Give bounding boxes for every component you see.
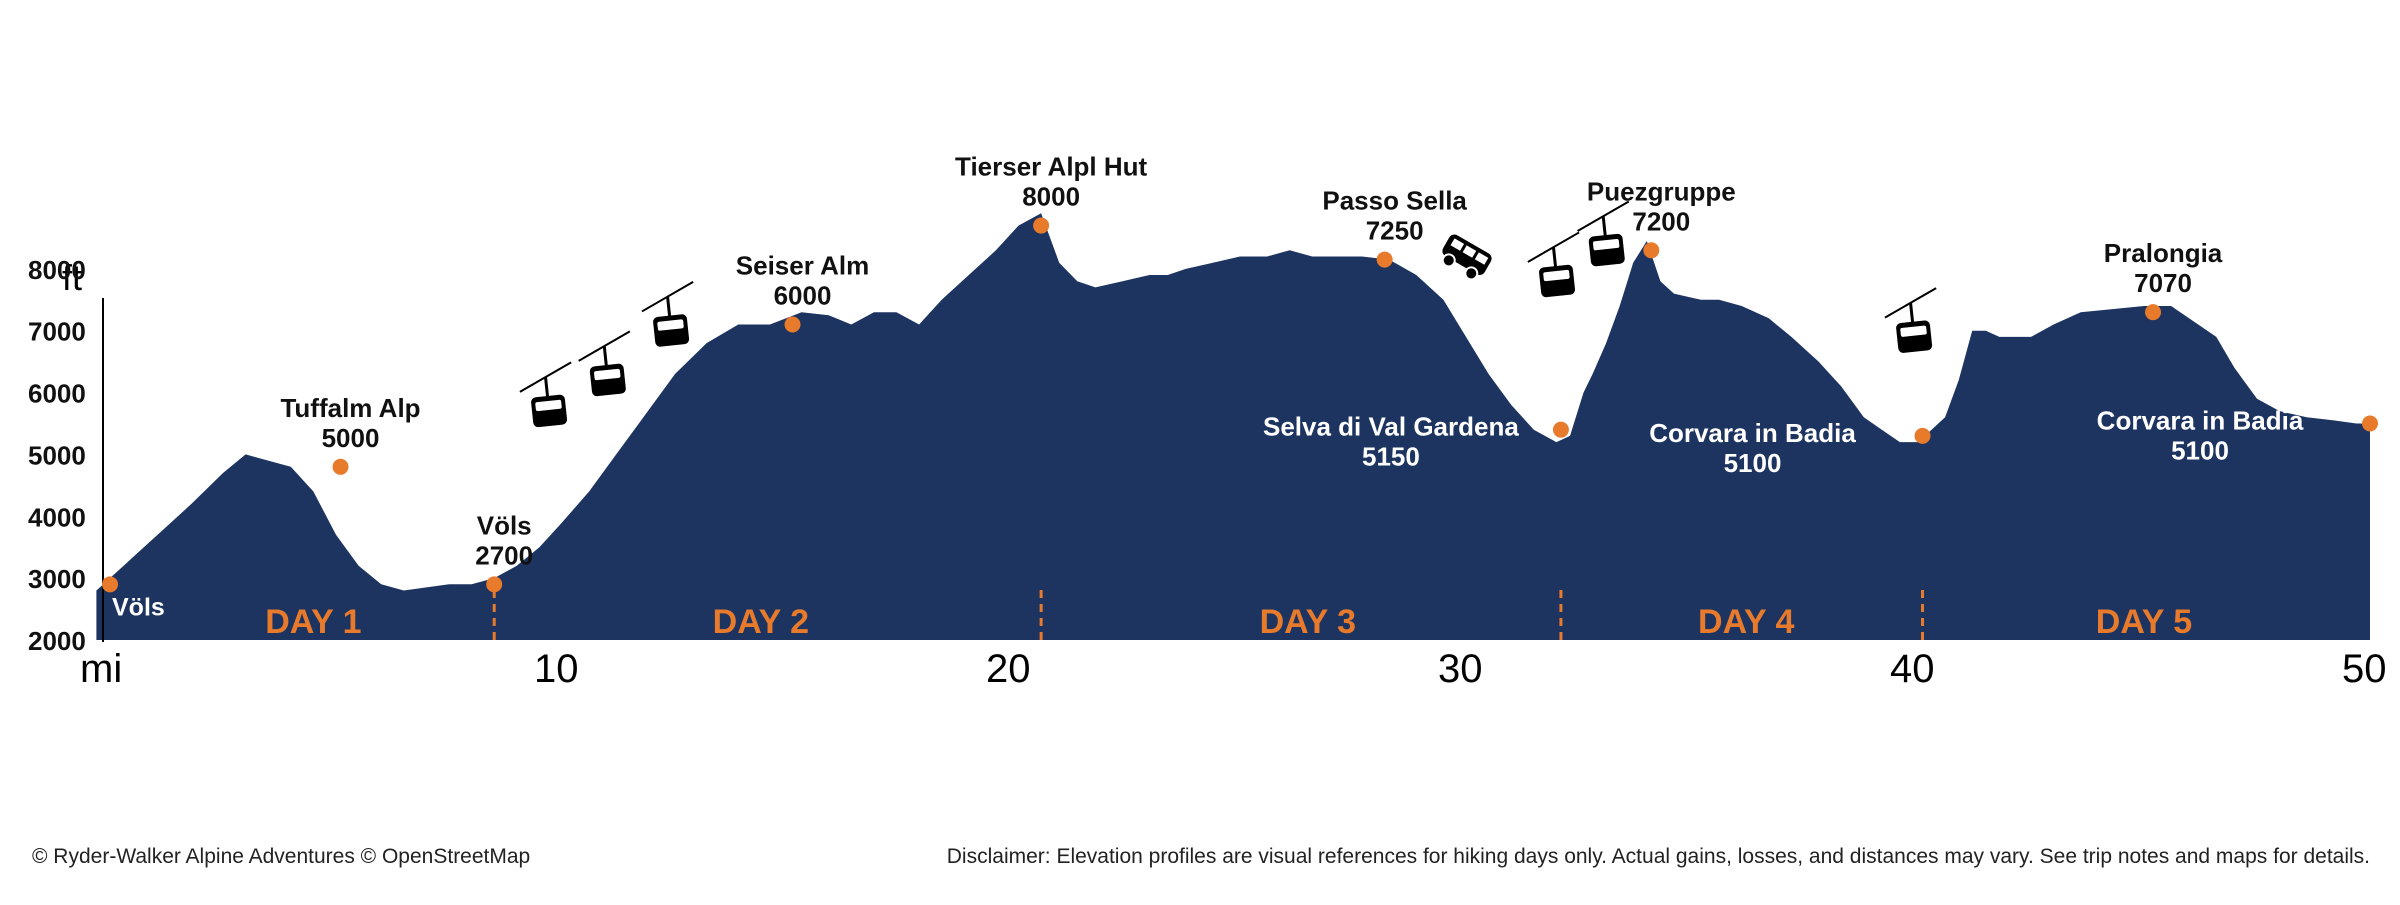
x-tick-label: 30: [1438, 647, 1483, 691]
x-tick-label: 20: [986, 647, 1031, 691]
waypoint-name: Corvara in Badia: [2097, 406, 2304, 436]
waypoint-marker: [486, 576, 503, 593]
day-label: DAY 3: [1260, 603, 1356, 641]
waypoint-name: Tierser Alpl Hut: [955, 152, 1147, 182]
waypoint-name: Passo Sella: [1322, 186, 1467, 216]
waypoint-elevation: 7200: [1632, 206, 1690, 236]
gondola-cabin: [589, 363, 626, 397]
gondola-cabin: [531, 394, 568, 428]
gondola-cabin: [1588, 233, 1625, 267]
waypoint-elevation: 5100: [1724, 448, 1782, 478]
gondola-hanger: [602, 346, 608, 367]
day-label: DAY 1: [265, 603, 361, 641]
gondola-cable: [1884, 287, 1937, 319]
gondola-icon: [1527, 231, 1580, 298]
waypoint-marker: [2145, 304, 2162, 321]
waypoint-name: Tuffalm Alp: [280, 393, 420, 423]
credit-text: © Ryder-Walker Alpine Adventures © OpenS…: [32, 845, 531, 868]
waypoint-marker: [1914, 427, 1931, 444]
gondola-icon: [1884, 287, 1937, 353]
van-window: [1462, 245, 1477, 258]
waypoint-marker: [1033, 217, 1050, 234]
gondola-cable: [578, 330, 631, 362]
waypoint-elevation: 2700: [475, 540, 533, 570]
van-icon: [1441, 234, 1492, 281]
disclaimer-text: Disclaimer: Elevation profiles are visua…: [946, 845, 2370, 868]
waypoint-elevation: 7070: [2134, 268, 2192, 298]
y-axis-unit: ft: [62, 257, 82, 298]
x-tick-label: 50: [2342, 647, 2387, 691]
gondola-window: [594, 368, 621, 381]
van-window: [1474, 252, 1489, 265]
waypoint-marker: [2362, 415, 2378, 432]
waypoint-marker: [784, 316, 801, 333]
gondola-window: [1592, 238, 1620, 251]
gondola-cable: [641, 281, 694, 313]
van-wheel: [1464, 266, 1479, 281]
gondola-hanger: [1551, 247, 1558, 268]
y-tick-label: 3000: [28, 564, 86, 594]
gondola-window: [535, 399, 562, 412]
waypoint-name: Völs: [112, 593, 165, 621]
y-tick-label: 2000: [28, 626, 86, 656]
gondola-hanger: [1601, 216, 1607, 237]
waypoint-elevation: 5150: [1362, 442, 1420, 472]
gondola-window: [1900, 325, 1927, 337]
waypoint-name: Pralongia: [2104, 238, 2223, 268]
waypoint-elevation: 5100: [2171, 436, 2229, 466]
waypoint-elevation: 6000: [774, 281, 832, 311]
waypoint-elevation: 5000: [322, 423, 380, 453]
waypoint-name: Seiser Alm: [736, 251, 869, 281]
waypoint-name: Puezgruppe: [1587, 176, 1736, 206]
waypoint-marker: [1376, 251, 1393, 268]
day-label: DAY 4: [1698, 603, 1794, 641]
y-tick-label: 8000: [28, 255, 86, 285]
waypoint-marker: [1552, 421, 1569, 438]
gondola-cable: [519, 361, 572, 393]
day-label: DAY 2: [713, 603, 809, 641]
gondola-window: [1543, 269, 1570, 282]
gondola-hanger: [666, 296, 672, 317]
gondola-icon: [519, 361, 572, 428]
waypoint-name: Corvara in Badia: [1649, 418, 1856, 448]
gondola-icon: [1577, 200, 1630, 267]
waypoint-elevation: 8000: [1022, 182, 1080, 212]
day-label: DAY 5: [2096, 603, 2192, 641]
y-tick-label: 6000: [28, 379, 86, 409]
y-tick-label: 7000: [28, 317, 86, 347]
van-wheel: [1441, 253, 1456, 268]
waypoint-name: Selva di Val Gardena: [1263, 412, 1519, 442]
gondola-cable: [1577, 200, 1630, 232]
y-tick-label: 4000: [28, 502, 86, 532]
waypoint-name: Völs: [477, 510, 532, 540]
x-tick-label: 10: [534, 647, 579, 691]
x-tick-label: 40: [1890, 647, 1935, 691]
waypoint-marker: [102, 576, 118, 593]
waypoint-marker: [1643, 242, 1660, 259]
gondola-icon: [641, 281, 694, 347]
gondola-window: [657, 319, 684, 331]
gondola-cabin: [1896, 320, 1933, 353]
van-window: [1450, 238, 1465, 251]
gondola-cabin: [1539, 264, 1576, 298]
gondola-cabin: [653, 314, 690, 347]
waypoint-elevation: 7250: [1366, 216, 1424, 246]
waypoint-marker: [332, 458, 349, 475]
gondola-cable: [1527, 231, 1580, 263]
gondola-hanger: [1909, 302, 1915, 323]
y-tick-label: 5000: [28, 440, 86, 470]
elevation-area: [96, 213, 2371, 640]
gondola-hanger: [544, 376, 550, 398]
gondola-icon: [578, 330, 631, 397]
x-axis-unit: mi: [80, 647, 122, 691]
